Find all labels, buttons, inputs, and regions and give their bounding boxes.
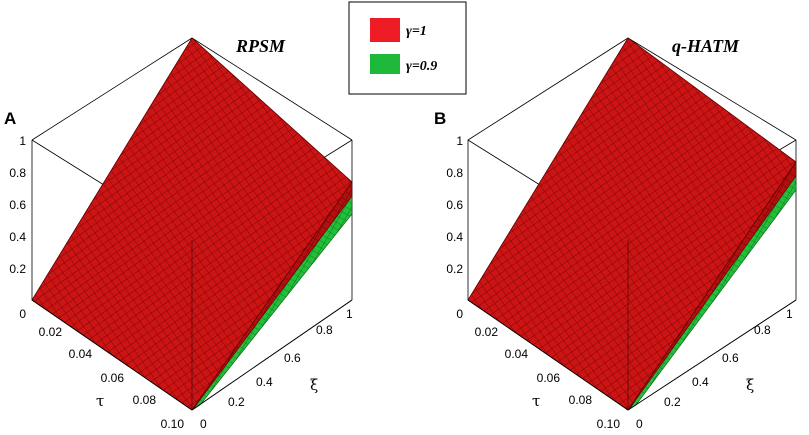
xi-tick: 0.4 bbox=[256, 375, 273, 389]
z-tick: 0.2 bbox=[446, 262, 463, 276]
xi-tick: 0.8 bbox=[754, 323, 771, 337]
tau-axis-label: τ bbox=[532, 392, 540, 410]
tau-tick: 0.06 bbox=[537, 371, 561, 385]
xi-axis-label: ξ bbox=[310, 376, 318, 394]
tau-ticks-b: 0.02 0.04 0.06 0.08 0.10 bbox=[475, 325, 621, 431]
legend-swatch-gamma-1 bbox=[370, 18, 400, 42]
xi-ticks-b: 0 0.2 0.4 0.6 0.8 1 bbox=[636, 307, 793, 431]
z-tick: 0.6 bbox=[9, 198, 26, 212]
xi-tick: 0.2 bbox=[228, 395, 245, 409]
z-tick: 0.2 bbox=[9, 262, 26, 276]
legend-box bbox=[348, 1, 467, 95]
xi-tick: 0.6 bbox=[722, 351, 739, 365]
xi-tick: 1 bbox=[346, 307, 353, 321]
xi-tick: 0.6 bbox=[284, 351, 301, 365]
panel-label-a: A bbox=[4, 109, 16, 128]
method-title-b: q-HATM bbox=[672, 36, 740, 56]
z-tick: 1 bbox=[19, 134, 26, 148]
xi-tick: 0.8 bbox=[316, 323, 333, 337]
legend-label-gamma-0.9: γ=0.9 bbox=[406, 59, 437, 74]
legend: γ=1 γ=0.9 bbox=[348, 1, 467, 95]
method-title-a: RPSM bbox=[235, 36, 286, 56]
panel-a: A RPSM 1 0.8 0.6 0.4 0.2 0 0.02 0.04 0.0… bbox=[4, 36, 353, 431]
xi-tick: 1 bbox=[786, 307, 793, 321]
xi-axis-label: ξ bbox=[746, 376, 754, 394]
z-tick: 0.4 bbox=[9, 230, 26, 244]
tau-tick: 0.02 bbox=[475, 325, 499, 339]
xi-tick: 0 bbox=[200, 417, 207, 431]
tau-tick: 0.10 bbox=[597, 417, 621, 431]
z-tick: 0.6 bbox=[446, 198, 463, 212]
tau-tick: 0.02 bbox=[39, 325, 63, 339]
xi-tick: 0.4 bbox=[692, 375, 709, 389]
tau-tick: 0.10 bbox=[161, 417, 185, 431]
xi-tick: 0 bbox=[636, 417, 643, 431]
tau-tick: 0.04 bbox=[69, 347, 93, 361]
z-tick: 0.4 bbox=[446, 230, 463, 244]
z-tick: 0 bbox=[19, 307, 26, 321]
tau-tick: 0.06 bbox=[101, 371, 125, 385]
xi-tick: 0.2 bbox=[664, 395, 681, 409]
xi-ticks-a: 0 0.2 0.4 0.6 0.8 1 bbox=[200, 307, 353, 431]
z-tick: 0.8 bbox=[9, 166, 26, 180]
z-ticks-b: 1 0.8 0.6 0.4 0.2 0 bbox=[446, 134, 463, 321]
tau-axis-label: τ bbox=[96, 392, 104, 410]
tau-tick: 0.04 bbox=[505, 347, 529, 361]
tau-tick: 0.08 bbox=[133, 393, 157, 407]
panel-label-b: B bbox=[434, 109, 446, 128]
legend-swatch-gamma-0.9 bbox=[370, 54, 400, 74]
tau-tick: 0.08 bbox=[569, 393, 593, 407]
z-tick: 0.8 bbox=[446, 166, 463, 180]
z-tick: 0 bbox=[456, 307, 463, 321]
z-ticks-a: 1 0.8 0.6 0.4 0.2 0 bbox=[9, 134, 26, 321]
tau-ticks-a: 0.02 0.04 0.06 0.08 0.10 bbox=[39, 325, 185, 431]
panel-b: B q-HATM 1 0.8 0.6 0.4 0.2 0 0.02 0.04 0… bbox=[434, 36, 797, 431]
z-tick: 1 bbox=[456, 134, 463, 148]
legend-label-gamma-1: γ=1 bbox=[406, 24, 427, 39]
